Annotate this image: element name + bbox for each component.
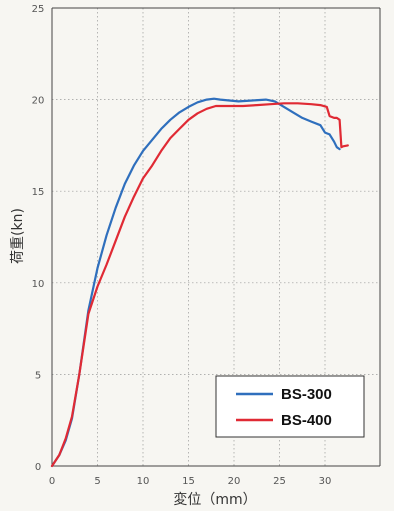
x-tick-label: 10 — [137, 476, 150, 487]
plot-frame — [51, 7, 381, 467]
series-line-bs-400 — [50, 102, 349, 468]
x-tick-label: 20 — [228, 476, 241, 487]
x-tick-label: 0 — [49, 476, 55, 487]
y-tick-label: 0 — [35, 462, 41, 473]
x-tick-label: 5 — [94, 476, 100, 487]
x-axis-label: 変位（mm） — [173, 491, 256, 508]
legend: BS-300 BS-400 — [215, 375, 365, 438]
x-tick-label: 30 — [319, 476, 332, 487]
x-tick-labels: 0 5 10 15 20 25 30 — [49, 476, 332, 487]
x-tick-label: 15 — [182, 476, 195, 487]
y-tick-label: 10 — [32, 279, 45, 290]
x-tick-label: 25 — [273, 476, 286, 487]
series-lines — [50, 97, 349, 468]
y-tick-label: 5 — [35, 370, 41, 381]
legend-label-bs-300: BS-300 — [281, 386, 332, 403]
y-tick-label: 20 — [32, 96, 45, 107]
y-tick-labels: 0 5 10 15 20 25 — [32, 4, 45, 473]
legend-box — [215, 375, 365, 438]
y-tick-label: 15 — [32, 187, 45, 198]
legend-label-bs-400: BS-400 — [281, 412, 332, 429]
y-axis-label: 荷重(kn) — [10, 208, 26, 264]
y-tick-label: 25 — [32, 4, 45, 15]
series-line-bs-300 — [50, 97, 341, 468]
